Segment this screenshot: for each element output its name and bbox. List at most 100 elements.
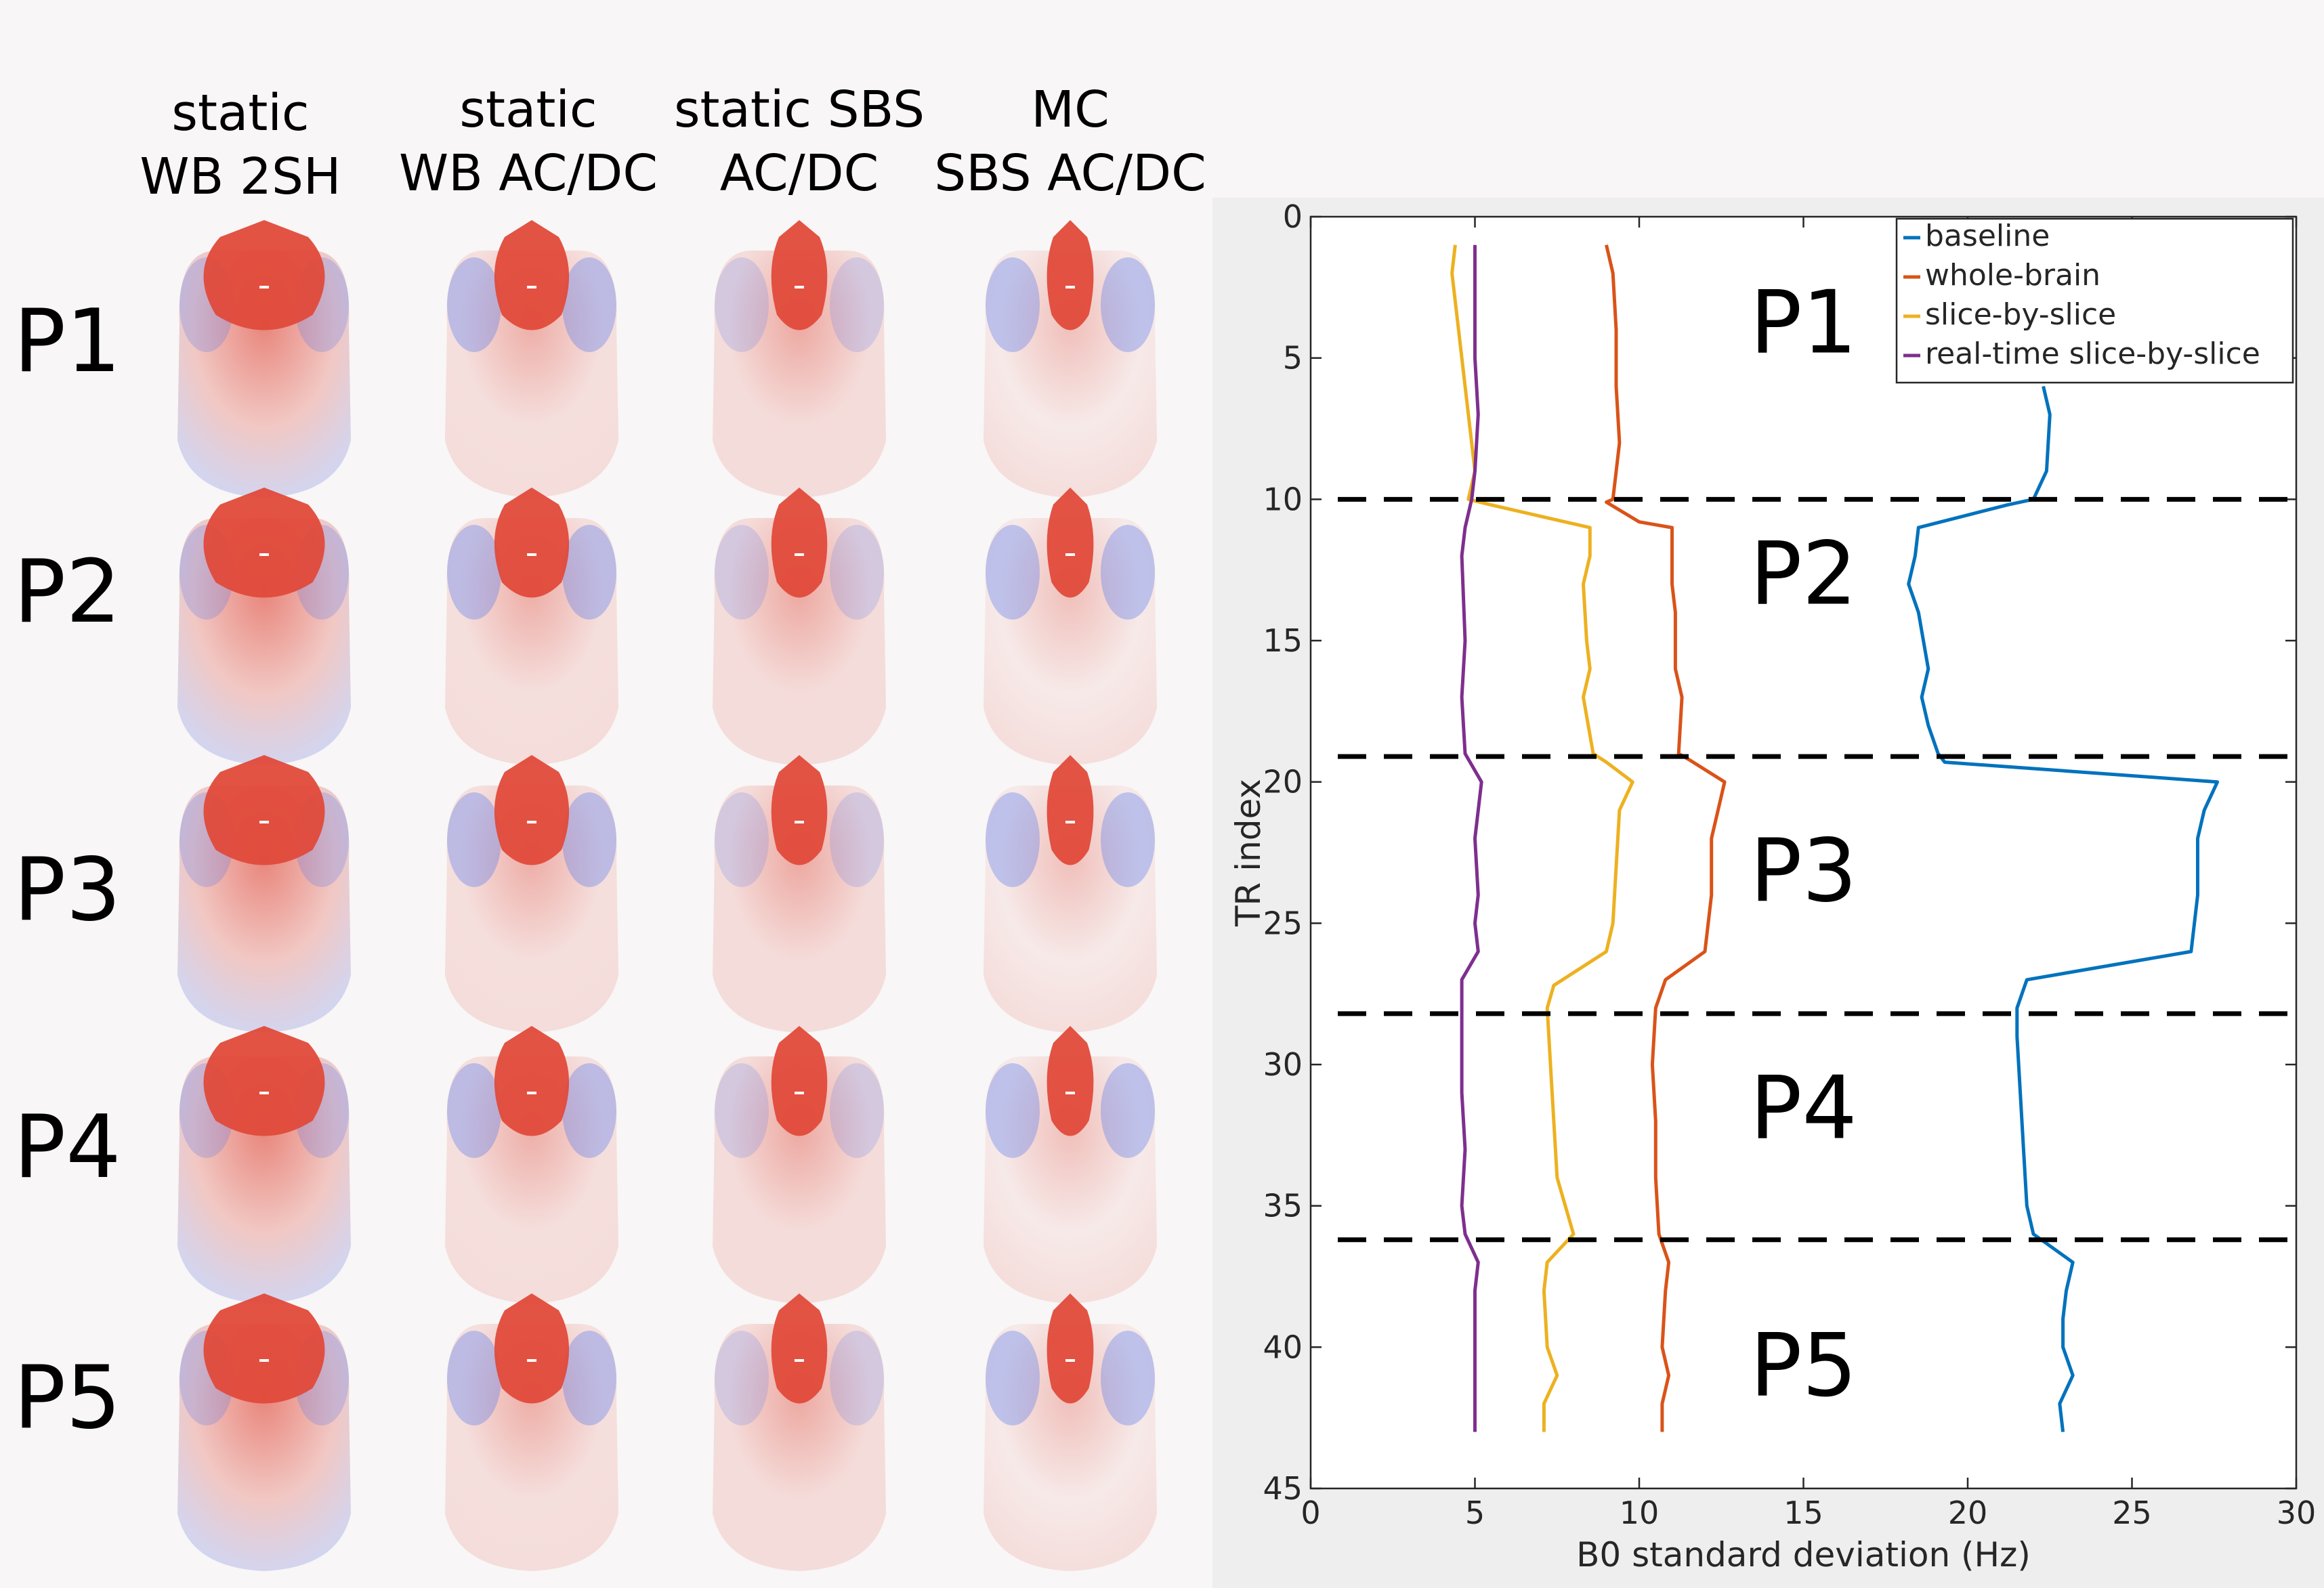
frontal-hotspot: [494, 488, 570, 598]
row-label-p5: P5: [14, 1348, 121, 1448]
brain-slice: [713, 251, 886, 498]
field-map-p5-col1: [177, 1293, 351, 1571]
chart-panel: 0 5 10 15 20 25 30 0 5 10 15 20 25 30 35 40 45 B0 standar…: [1212, 198, 2324, 1588]
series-line-real-time-slice-by-slice: [1460, 244, 1483, 1432]
y-tick-label: 30: [1263, 1046, 1303, 1083]
center-marker: [1065, 553, 1075, 556]
negative-region: [986, 1063, 1040, 1158]
field-map-p4-col2: [445, 1026, 618, 1304]
negative-region: [562, 257, 616, 352]
negative-region: [830, 1331, 884, 1425]
negative-region: [830, 257, 884, 352]
negative-region: [986, 792, 1040, 887]
field-map-p1-col1: [177, 220, 351, 498]
frontal-hotspot: [1047, 1026, 1094, 1136]
center-marker: [795, 286, 804, 288]
region-label-p2: P2: [1750, 524, 1857, 625]
frontal-hotspot: [494, 1293, 570, 1404]
center-marker: [1065, 286, 1075, 288]
brain-slice: [713, 1056, 886, 1304]
frontal-hotspot: [771, 1026, 828, 1136]
region-label-p1: P1: [1750, 272, 1857, 373]
x-tick-label: 20: [1948, 1495, 1988, 1531]
negative-region: [830, 792, 884, 887]
center-marker: [259, 1359, 269, 1362]
brain-slice: [984, 786, 1157, 1033]
center-marker: [1065, 821, 1075, 823]
region-label-p4: P4: [1750, 1058, 1857, 1159]
field-map-p3-col2: [445, 755, 618, 1033]
negative-region: [715, 1063, 769, 1158]
field-map-p1-col3: [713, 220, 886, 498]
center-marker: [1065, 1092, 1075, 1094]
frontal-hotspot: [771, 488, 828, 598]
tr-std-chart: 0 5 10 15 20 25 30 0 5 10 15 20 25 30 35 40 45 B0 standar…: [1229, 198, 2317, 1574]
y-tick-label: 10: [1263, 481, 1303, 517]
x-axis-label: B0 standard deviation (Hz): [1576, 1535, 2031, 1574]
negative-region: [447, 1331, 501, 1425]
center-marker: [527, 821, 536, 823]
brain-slice: [984, 518, 1157, 765]
field-map-p4-col3: [713, 1026, 886, 1304]
negative-region: [1101, 1331, 1155, 1425]
negative-region: [1101, 792, 1155, 887]
frontal-hotspot: [1047, 220, 1094, 330]
center-marker: [259, 286, 269, 288]
negative-region: [986, 525, 1040, 620]
negative-region: [715, 257, 769, 352]
row-label-p2: P2: [14, 542, 121, 643]
negative-region: [1101, 525, 1155, 620]
series-line-whole-brain: [1605, 244, 1727, 1432]
x-tick-label: 30: [2277, 1495, 2317, 1531]
brain-slice: [445, 786, 618, 1033]
negative-region: [1101, 1063, 1155, 1158]
negative-region: [986, 1331, 1040, 1425]
field-map-p1-col2: [445, 220, 618, 498]
negative-region: [447, 1063, 501, 1158]
column-header-3: static SBS AC/DC: [673, 81, 925, 202]
negative-region: [562, 1331, 616, 1425]
negative-region: [715, 525, 769, 620]
legend-entry: slice-by-slice: [1925, 297, 2116, 332]
column-header-2: static WB AC/DC: [398, 81, 658, 202]
field-map-p2-col2: [445, 488, 618, 765]
brain-slice: [984, 1324, 1157, 1571]
y-tick-label: 40: [1263, 1329, 1303, 1365]
frontal-hotspot: [203, 488, 325, 598]
center-marker: [259, 821, 269, 823]
negative-region: [715, 792, 769, 887]
negative-region: [830, 525, 884, 620]
x-tick-label: 15: [1783, 1495, 1823, 1531]
frontal-hotspot: [1047, 488, 1094, 598]
center-marker: [259, 553, 269, 556]
negative-region: [447, 257, 501, 352]
frontal-hotspot: [494, 755, 570, 865]
brain-slice: [445, 518, 618, 765]
column-header-1: static WB 2SH: [140, 84, 341, 206]
brain-slice: [445, 1324, 618, 1571]
frontal-hotspot: [771, 755, 828, 865]
frontal-hotspot: [203, 220, 325, 330]
field-map-p3-col3: [713, 755, 886, 1033]
frontal-hotspot: [494, 1026, 570, 1136]
y-tick-label: 20: [1263, 764, 1303, 800]
center-marker: [527, 286, 536, 288]
center-marker: [527, 553, 536, 556]
frontal-hotspot: [494, 220, 570, 330]
y-tick-label: 0: [1283, 198, 1303, 235]
field-map-grid: static WB 2SH static WB AC/DC static SBS…: [14, 81, 1206, 1571]
column-header-4: MC SBS AC/DC: [934, 81, 1206, 202]
row-label-p4: P4: [14, 1097, 121, 1198]
legend-entry: whole-brain: [1925, 258, 2100, 293]
field-map-p2-col3: [713, 488, 886, 765]
legend-entry: baseline: [1925, 219, 2050, 253]
center-marker: [795, 821, 804, 823]
region-label-p3: P3: [1750, 821, 1857, 922]
frontal-hotspot: [203, 1293, 325, 1404]
center-marker: [527, 1359, 536, 1362]
negative-region: [830, 1063, 884, 1158]
brain-slice: [445, 251, 618, 498]
negative-region: [562, 1063, 616, 1158]
frontal-hotspot: [771, 1293, 828, 1404]
frontal-hotspot: [203, 755, 325, 865]
